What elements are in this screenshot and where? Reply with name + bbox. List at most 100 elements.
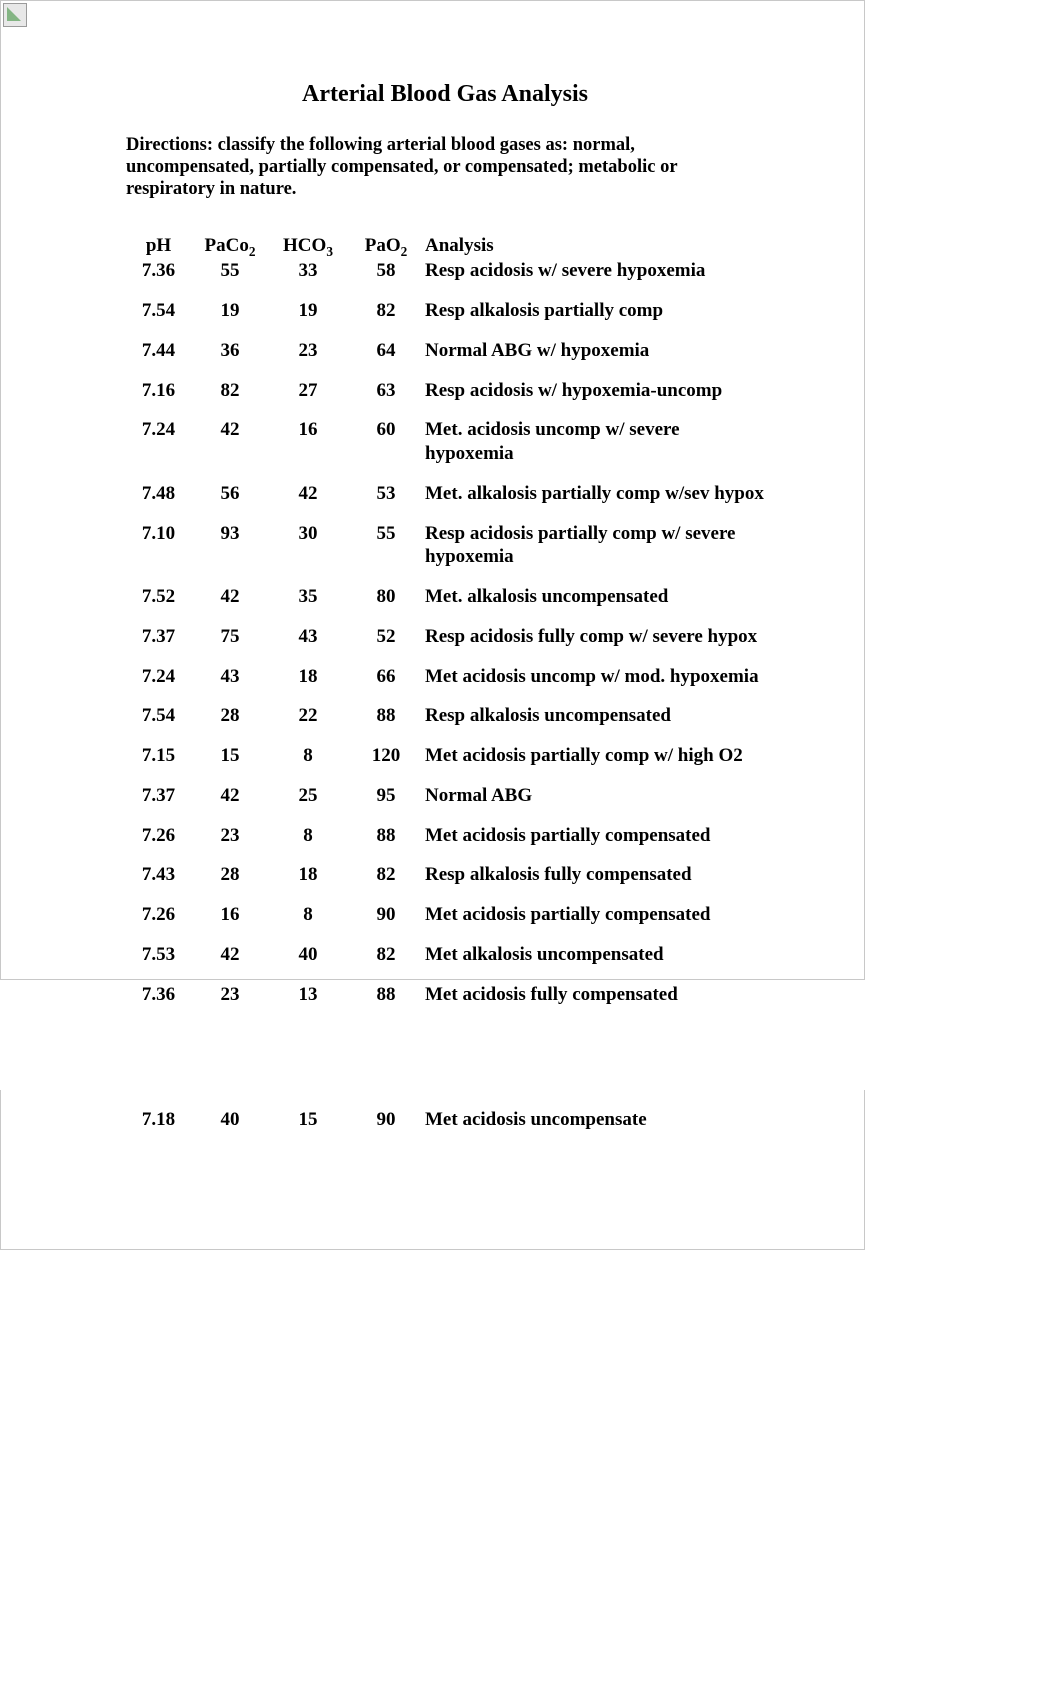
cell-ph: 7.24 xyxy=(126,418,191,466)
row-spacer xyxy=(126,569,764,585)
cell-hco3: 18 xyxy=(269,665,347,689)
cell-pao2: 82 xyxy=(347,943,425,967)
cell-pao2: 66 xyxy=(347,665,425,689)
table-row: 7.37422595Normal ABG xyxy=(126,784,764,808)
cell-ph: 7.18 xyxy=(126,1108,191,1132)
cell-ph: 7.16 xyxy=(126,379,191,403)
row-spacer xyxy=(126,927,764,943)
cell-ph: 7.24 xyxy=(126,665,191,689)
cell-analysis: Met acidosis fully compensated xyxy=(425,983,764,1007)
cell-analysis: Met. alkalosis uncompensated xyxy=(425,585,764,609)
cell-hco3: 43 xyxy=(269,625,347,649)
row-spacer xyxy=(126,283,764,299)
row-spacer xyxy=(126,847,764,863)
abg-table-continued: 7.18401590Met acidosis uncompensate xyxy=(126,1108,764,1132)
cell-ph: 7.37 xyxy=(126,625,191,649)
cell-pao2: 53 xyxy=(347,482,425,506)
cell-paco2: 82 xyxy=(191,379,269,403)
cell-analysis: Met acidosis uncompensate xyxy=(425,1108,764,1132)
cell-analysis: Normal ABG xyxy=(425,784,764,808)
cell-paco2: 28 xyxy=(191,704,269,728)
cell-hco3: 27 xyxy=(269,379,347,403)
table-row: 7.15158120Met acidosis partially comp w/… xyxy=(126,744,764,768)
row-spacer xyxy=(126,323,764,339)
table-row: 7.24431866Met acidosis uncomp w/ mod. hy… xyxy=(126,665,764,689)
cell-paco2: 55 xyxy=(191,259,269,283)
cell-analysis: Met. acidosis uncomp w/ severe hypoxemia xyxy=(425,418,764,466)
col-header-hco3: HCO3 xyxy=(269,235,347,260)
cell-pao2: 88 xyxy=(347,983,425,1007)
cell-ph: 7.54 xyxy=(126,299,191,323)
row-spacer xyxy=(126,688,764,704)
cell-ph: 7.36 xyxy=(126,259,191,283)
cell-ph: 7.37 xyxy=(126,784,191,808)
cell-analysis: Met acidosis partially compensated xyxy=(425,824,764,848)
cell-hco3: 33 xyxy=(269,259,347,283)
cell-hco3: 15 xyxy=(269,1108,347,1132)
row-spacer xyxy=(126,466,764,482)
cell-pao2: 60 xyxy=(347,418,425,466)
cell-paco2: 23 xyxy=(191,824,269,848)
cell-analysis: Met acidosis uncomp w/ mod. hypoxemia xyxy=(425,665,764,689)
table-row: 7.43281882Resp alkalosis fully compensat… xyxy=(126,863,764,887)
cell-paco2: 56 xyxy=(191,482,269,506)
cell-paco2: 15 xyxy=(191,744,269,768)
cell-analysis: Resp acidosis w/ hypoxemia-uncomp xyxy=(425,379,764,403)
cell-pao2: 95 xyxy=(347,784,425,808)
cell-ph: 7.15 xyxy=(126,744,191,768)
cell-hco3: 8 xyxy=(269,903,347,927)
cell-hco3: 18 xyxy=(269,863,347,887)
table-row: 7.36231388Met acidosis fully compensated xyxy=(126,983,764,1007)
table-row: 7.2623888Met acidosis partially compensa… xyxy=(126,824,764,848)
cell-hco3: 13 xyxy=(269,983,347,1007)
cell-analysis: Resp acidosis w/ severe hypoxemia xyxy=(425,259,764,283)
cell-ph: 7.53 xyxy=(126,943,191,967)
table-row: 7.2616890Met acidosis partially compensa… xyxy=(126,903,764,927)
cell-pao2: 88 xyxy=(347,704,425,728)
cell-ph: 7.52 xyxy=(126,585,191,609)
cell-pao2: 80 xyxy=(347,585,425,609)
row-spacer xyxy=(126,887,764,903)
cell-hco3: 19 xyxy=(269,299,347,323)
cell-ph: 7.54 xyxy=(126,704,191,728)
cell-hco3: 8 xyxy=(269,824,347,848)
cell-pao2: 82 xyxy=(347,299,425,323)
cell-pao2: 64 xyxy=(347,339,425,363)
cell-ph: 7.36 xyxy=(126,983,191,1007)
cell-paco2: 36 xyxy=(191,339,269,363)
table-row: 7.10933055Resp acidosis partially comp w… xyxy=(126,522,764,570)
row-spacer xyxy=(126,363,764,379)
cell-pao2: 52 xyxy=(347,625,425,649)
cell-paco2: 40 xyxy=(191,1108,269,1132)
cell-ph: 7.10 xyxy=(126,522,191,570)
directions-text: Directions: classify the following arter… xyxy=(126,134,764,201)
row-spacer xyxy=(126,506,764,522)
cell-paco2: 19 xyxy=(191,299,269,323)
abg-table: pH PaCo2 HCO3 PaO2 Analysis 7.36553358Re… xyxy=(126,235,764,1007)
broken-image-icon xyxy=(3,3,27,27)
cell-hco3: 40 xyxy=(269,943,347,967)
cell-hco3: 25 xyxy=(269,784,347,808)
table-row: 7.37754352Resp acidosis fully comp w/ se… xyxy=(126,625,764,649)
cell-analysis: Resp acidosis partially comp w/ severe h… xyxy=(425,522,764,570)
table-row: 7.24421660Met. acidosis uncomp w/ severe… xyxy=(126,418,764,466)
cell-ph: 7.43 xyxy=(126,863,191,887)
table-row: 7.52423580Met. alkalosis uncompensated xyxy=(126,585,764,609)
cell-paco2: 42 xyxy=(191,585,269,609)
cell-paco2: 93 xyxy=(191,522,269,570)
cell-paco2: 43 xyxy=(191,665,269,689)
cell-pao2: 58 xyxy=(347,259,425,283)
cell-paco2: 23 xyxy=(191,983,269,1007)
cell-paco2: 42 xyxy=(191,784,269,808)
cell-paco2: 28 xyxy=(191,863,269,887)
table-header-row: pH PaCo2 HCO3 PaO2 Analysis xyxy=(126,235,764,260)
cell-ph: 7.26 xyxy=(126,903,191,927)
row-spacer xyxy=(126,649,764,665)
cell-paco2: 42 xyxy=(191,943,269,967)
cell-hco3: 8 xyxy=(269,744,347,768)
cell-pao2: 63 xyxy=(347,379,425,403)
cell-pao2: 90 xyxy=(347,903,425,927)
table-row: 7.53424082Met alkalosis uncompensated xyxy=(126,943,764,967)
cell-pao2: 88 xyxy=(347,824,425,848)
cell-hco3: 16 xyxy=(269,418,347,466)
